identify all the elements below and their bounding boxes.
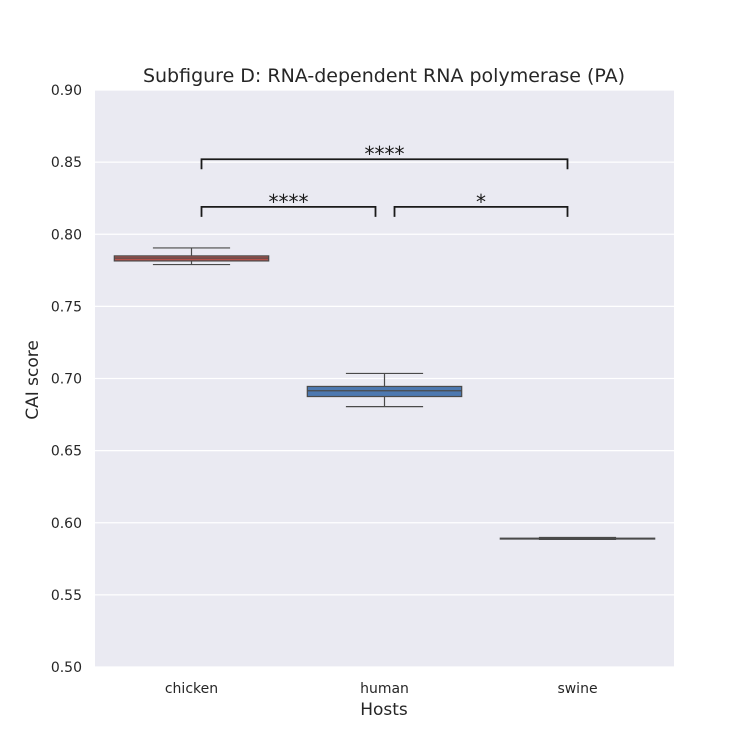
significance-label: **** bbox=[269, 190, 309, 214]
y-axis-tick-labels: 0.50 0.55 0.60 0.65 0.70 0.75 0.80 0.85 0.90 bbox=[51, 83, 82, 676]
chart-title: Subfigure D: RNA-dependent RNA polymeras… bbox=[143, 65, 625, 87]
y-tick-label: 0.85 bbox=[51, 155, 82, 171]
significance-label: **** bbox=[365, 142, 405, 166]
y-tick-label: 0.65 bbox=[51, 444, 82, 460]
x-tick-label-swine: swine bbox=[557, 681, 597, 697]
box-swine bbox=[499, 536, 656, 540]
gridlines bbox=[95, 89, 674, 668]
significance-bracket-human-swine: * bbox=[393, 190, 569, 217]
y-axis-label: CAI score bbox=[23, 340, 43, 420]
y-tick-label: 0.55 bbox=[51, 588, 82, 604]
bracket-line bbox=[200, 205, 377, 217]
x-tick-label-human: human bbox=[360, 681, 409, 697]
bracket-line bbox=[393, 205, 569, 217]
box-series bbox=[113, 247, 656, 540]
y-tick-label: 0.75 bbox=[51, 299, 82, 315]
x-tick-label-chicken: chicken bbox=[165, 681, 218, 697]
significance-bracket-chicken-swine: **** bbox=[200, 142, 569, 170]
y-tick-label: 0.60 bbox=[51, 516, 82, 532]
significance-annotations: ******** * bbox=[200, 142, 569, 217]
box-chicken bbox=[113, 247, 270, 266]
significance-label: * bbox=[476, 190, 486, 214]
y-tick-label: 0.90 bbox=[51, 83, 82, 99]
iqr-box-human bbox=[306, 385, 463, 398]
y-tick-label: 0.50 bbox=[51, 660, 82, 676]
bracket-line bbox=[200, 158, 569, 170]
significance-bracket-chicken-human: **** bbox=[200, 190, 377, 217]
y-tick-label: 0.70 bbox=[51, 372, 82, 388]
y-tick-label: 0.80 bbox=[51, 227, 82, 243]
x-axis-tick-labels: chicken human swine bbox=[165, 681, 598, 697]
box-human bbox=[306, 372, 463, 408]
x-axis-label: Hosts bbox=[360, 700, 408, 720]
